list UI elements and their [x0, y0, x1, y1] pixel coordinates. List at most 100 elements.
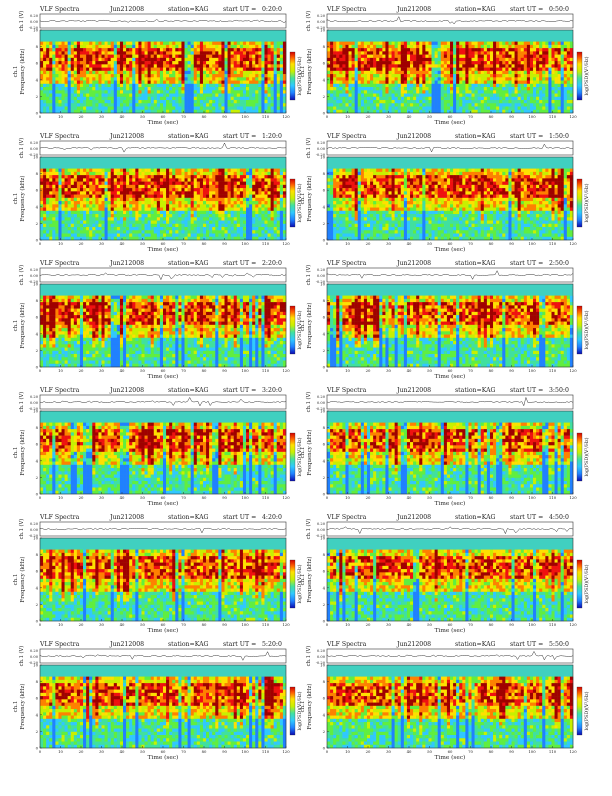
spectrogram-cell	[102, 208, 105, 211]
spectrogram-cell	[71, 172, 74, 175]
spectrogram-cell	[117, 74, 120, 77]
spectrogram-cell	[490, 58, 493, 61]
spectrogram-cell	[120, 51, 123, 54]
spectrogram-cell	[404, 77, 407, 80]
spectrogram-cell	[542, 71, 545, 74]
spectrogram-cell	[71, 191, 74, 194]
spectrogram-cell	[536, 58, 539, 61]
spectrogram-cell	[169, 42, 172, 45]
spectrogram-cell	[185, 84, 188, 87]
spectrogram-cell	[160, 178, 163, 181]
spectrogram-cell	[527, 90, 530, 93]
spectrogram-cell	[395, 90, 398, 93]
vlf-spectra-page: VLF SpectraJun212008station=KAGstart UT …	[0, 0, 612, 792]
spectrogram-cell	[123, 224, 126, 227]
spectrogram-cell	[52, 84, 55, 87]
spectrogram-cell	[74, 84, 77, 87]
spectrogram-cell	[185, 74, 188, 77]
spectrogram-cell	[65, 230, 68, 233]
spectrogram-cell	[52, 188, 55, 191]
spectrogram-cell	[132, 58, 135, 61]
spectrogram-cell	[252, 61, 255, 64]
spectrogram-cell	[194, 237, 197, 240]
spectrogram-cell	[228, 74, 231, 77]
spectrogram-cell	[209, 48, 212, 51]
spectrogram-cell	[166, 214, 169, 217]
spectrogram-cell	[200, 227, 203, 230]
spectrogram-cell	[555, 87, 558, 90]
spectrogram-cell	[339, 61, 342, 64]
spectrogram-cell	[221, 58, 224, 61]
spectrogram-cell	[80, 224, 83, 227]
spectrogram-cell	[46, 178, 49, 181]
spectrogram-cell	[551, 55, 554, 58]
spectrogram-cell	[404, 58, 407, 61]
spectrogram-cell	[481, 107, 484, 110]
spectrogram-cell	[129, 42, 132, 45]
spectrogram-cell	[166, 58, 169, 61]
spectrogram-cell	[197, 97, 200, 100]
spectrogram-cell	[203, 74, 206, 77]
spectrogram-cell	[52, 58, 55, 61]
spectrogram-cell	[345, 103, 348, 106]
spectrogram-cell	[268, 84, 271, 87]
spectrogram-cell	[231, 100, 234, 103]
spectrogram-cell	[188, 201, 191, 204]
spectrogram-cell	[215, 224, 218, 227]
spectrogram-cell	[86, 208, 89, 211]
spectrogram-cell	[86, 185, 89, 188]
spectrogram-cell	[111, 208, 114, 211]
spectrogram-cell	[280, 103, 283, 106]
spectrogram-cell	[212, 224, 215, 227]
spectrogram-cell	[49, 87, 52, 90]
spectrogram-cell	[524, 55, 527, 58]
spectrogram-cell	[62, 201, 65, 204]
spectrogram-cell	[68, 90, 71, 93]
time-tick-label: 0	[326, 114, 329, 119]
spectrogram-cell	[352, 45, 355, 48]
spectrogram-cell	[46, 182, 49, 185]
spectrogram-cell	[188, 198, 191, 201]
spectrogram-cell	[46, 94, 49, 97]
spectrogram-cell	[438, 110, 441, 113]
spectrogram-cell	[135, 182, 138, 185]
spectrogram-cell	[166, 103, 169, 106]
spectrogram-cell	[175, 182, 178, 185]
spectrogram-cell	[191, 182, 194, 185]
spectrogram-cell	[83, 90, 86, 93]
spectrogram-cell	[441, 45, 444, 48]
spectrogram-cell	[46, 58, 49, 61]
spectrogram-cell	[435, 64, 438, 67]
spectrogram-cell	[52, 64, 55, 67]
spectrogram-cell	[264, 45, 267, 48]
spectrogram-cell	[355, 77, 358, 80]
spectrogram-cell	[453, 90, 456, 93]
spectrogram-cell	[194, 77, 197, 80]
spectrogram-cell	[71, 221, 74, 224]
spectrogram-cell	[200, 169, 203, 172]
spectrogram-cell	[225, 198, 228, 201]
spectrogram-cell	[111, 217, 114, 220]
spectrogram-cell	[105, 204, 108, 207]
spectrogram-cell	[364, 100, 367, 103]
spectrogram-cell	[484, 48, 487, 51]
spectrogram-cell	[358, 90, 361, 93]
spectrogram-cell	[169, 77, 172, 80]
spectrogram-cell	[40, 58, 43, 61]
spectrogram-cell	[89, 169, 92, 172]
spectrogram-cell	[345, 58, 348, 61]
spectrogram-cell	[65, 178, 68, 181]
spectrogram-cell	[83, 110, 86, 113]
spectrogram-cell	[468, 48, 471, 51]
spectrogram-cell	[181, 195, 184, 198]
spectrogram-cell	[392, 87, 395, 90]
spectrogram-cell	[438, 90, 441, 93]
spectrogram-cell	[123, 172, 126, 175]
spectrogram-cell	[237, 94, 240, 97]
spectrogram-cell	[215, 237, 218, 240]
spectrogram-cell	[561, 45, 564, 48]
spectrogram-cell	[524, 87, 527, 90]
spectrogram-cell	[43, 77, 46, 80]
spectrogram-cell	[462, 110, 465, 113]
spectrogram-cell	[551, 87, 554, 90]
